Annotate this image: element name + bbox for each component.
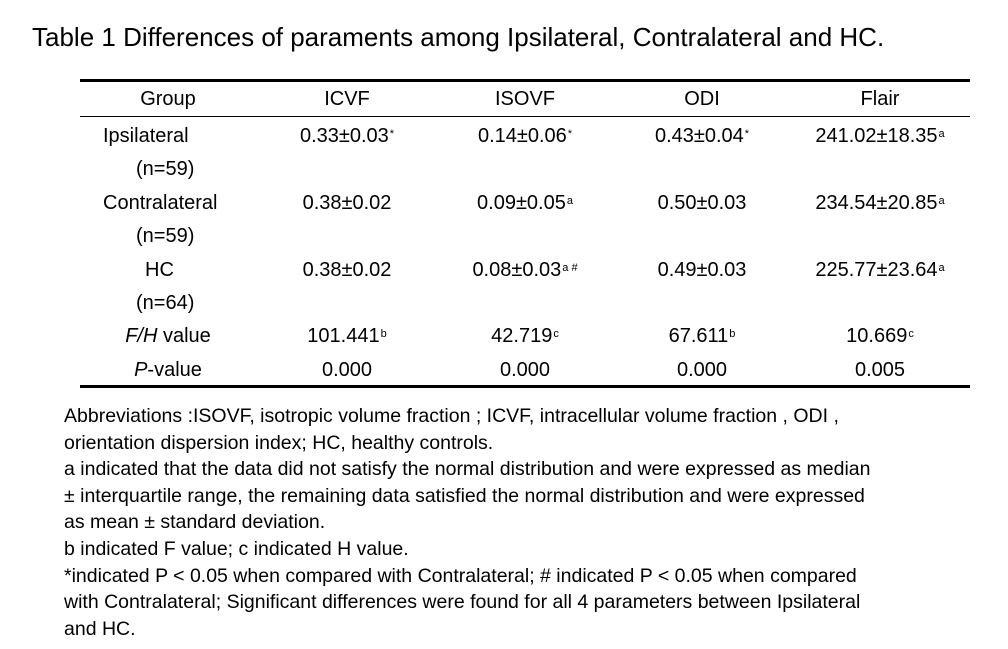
cell-superscript: a [938, 262, 945, 274]
cell-value: 0.50±0.03 [657, 192, 747, 214]
group-label: Ipsilateral [103, 125, 189, 147]
note-line: orientation dispersion index; HC, health… [64, 431, 494, 454]
p-label-rest: -value [147, 359, 202, 381]
table-cell: 0.000 [676, 359, 728, 381]
cell-value: 234.54±20.85 [815, 192, 938, 214]
cell-value: 0.09±0.05 [477, 192, 566, 214]
table-cell: 0.08±0.03a # [472, 259, 577, 281]
cell-value: 225.77±23.64 [815, 259, 938, 281]
top-rule [80, 79, 970, 82]
cell-value: 0.38±0.02 [302, 259, 392, 281]
table-cell: 0.38±0.02 [303, 192, 392, 214]
cell-superscript: c [553, 328, 559, 340]
cell-superscript: b [729, 328, 736, 340]
cell-value: 101.441 [307, 325, 380, 347]
table-cell: 42.719c [491, 325, 559, 347]
p-label: P-value [134, 359, 202, 381]
column-header: ODI [684, 88, 720, 110]
cell-superscript: a [566, 195, 573, 207]
column-header: Group [140, 88, 196, 110]
table-title: Table 1 Differences of paraments among I… [32, 22, 885, 52]
group-label: Contralateral [103, 192, 218, 214]
table-cell: 0.43±0.04* [655, 125, 749, 147]
cell-value: 0.49±0.03 [657, 259, 747, 281]
note-line: as mean ± standard deviation. [64, 511, 326, 534]
table-cell: 0.50±0.03 [658, 192, 747, 214]
cell-value: 241.02±18.35 [815, 125, 938, 147]
cell-value: 10.669 [846, 325, 908, 347]
cell-value: 67.611 [668, 325, 729, 347]
group-n: (n=59) [136, 225, 195, 247]
cell-value: 0.43±0.04 [654, 125, 744, 147]
cell-superscript: c [908, 328, 914, 340]
note-line: and HC. [64, 617, 136, 640]
cell-superscript: * [567, 128, 573, 140]
cell-value: 0.14±0.06 [477, 125, 567, 147]
note-line: b indicated F value; c indicated H value… [64, 538, 409, 560]
table-cell: 10.669c [846, 325, 914, 347]
table-cell: 0.09±0.05a [477, 192, 573, 214]
column-header: ICVF [324, 88, 370, 110]
note-line: ± interquartile range, the remaining dat… [64, 484, 865, 507]
note-line: *indicated P < 0.05 when compared with C… [64, 564, 857, 587]
cell-superscript: a [938, 128, 945, 140]
table-cell: 0.38±0.02 [303, 259, 392, 281]
cell-superscript: a # [562, 262, 578, 274]
fh-label-rest: value [157, 325, 211, 347]
note-line: Abbreviations :ISOVF, isotropic volume f… [64, 405, 839, 427]
fh-label: F/H value [125, 325, 211, 347]
group-n: (n=59) [136, 158, 195, 180]
cell-value: 0.38±0.02 [302, 192, 392, 214]
column-header: Flair [860, 88, 900, 110]
table-cell: 0.49±0.03 [658, 259, 747, 281]
table-cell: 0.000 [499, 359, 551, 381]
bottom-rule [80, 385, 970, 388]
table-cell: 225.77±23.64a [815, 259, 944, 281]
cell-superscript: b [380, 328, 387, 340]
group-n: (n=64) [136, 292, 195, 314]
table-cell: 0.14±0.06* [478, 125, 572, 147]
note-line: with Contralateral; Significant differen… [64, 591, 861, 614]
cell-superscript: * [389, 128, 395, 140]
table-cell: 241.02±18.35a [815, 125, 944, 147]
table-cell: 0.33±0.03* [300, 125, 394, 147]
cell-superscript: * [744, 128, 750, 140]
group-label: HC [145, 259, 174, 281]
note-line: a indicated that the data did not satisf… [64, 458, 871, 481]
cell-value: 0.08±0.03 [472, 259, 562, 281]
fh-label-italic: F/H [125, 325, 158, 347]
header-rule [80, 116, 970, 117]
table-cell: 101.441b [307, 325, 386, 347]
column-header: ISOVF [494, 88, 556, 110]
p-label-italic: P [134, 359, 148, 381]
table-cell: 234.54±20.85a [815, 192, 944, 214]
cell-value: 42.719 [491, 325, 553, 347]
table-cell: 0.005 [854, 359, 906, 381]
table-cell: 67.611b [669, 325, 736, 347]
cell-superscript: a [938, 195, 945, 207]
table-cell: 0.000 [321, 359, 373, 381]
cell-value: 0.33±0.03 [299, 125, 389, 147]
